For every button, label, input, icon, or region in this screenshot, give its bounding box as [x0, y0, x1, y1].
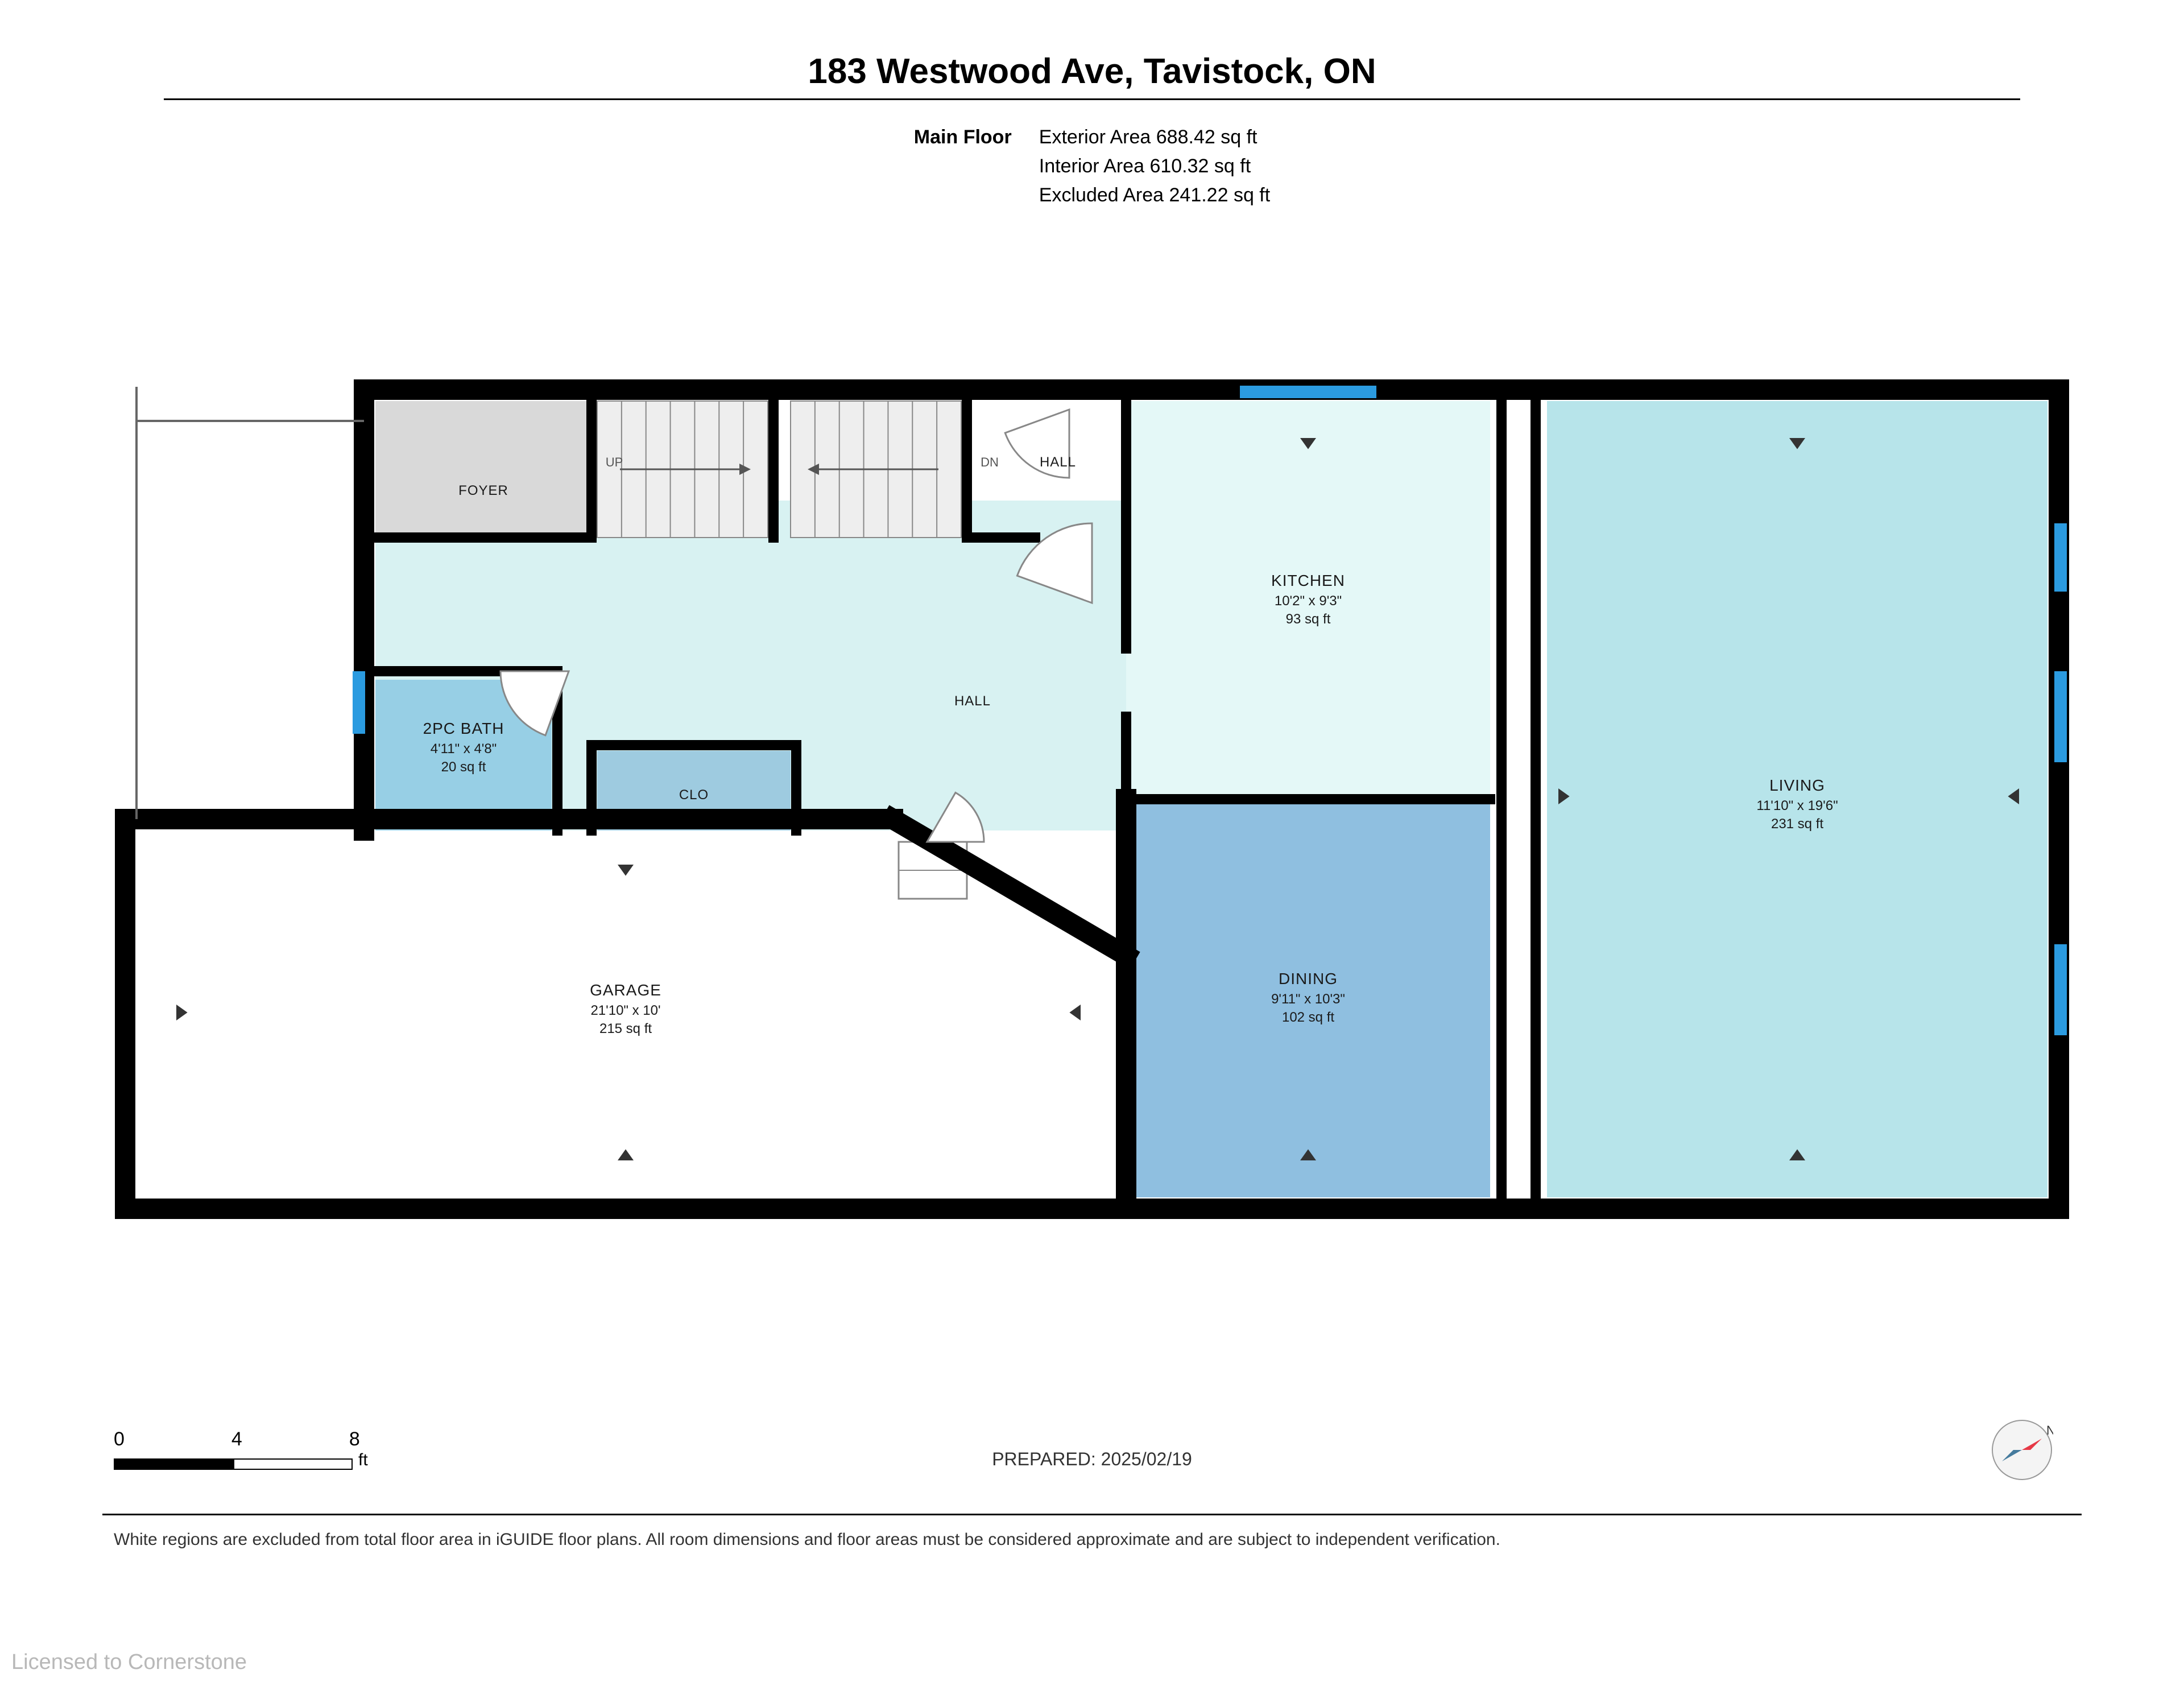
excluded-area: Excluded Area 241.22 sq ft — [1039, 181, 1270, 210]
compass-icon: N — [1991, 1419, 2053, 1481]
label-kitchen: KITCHEN — [1271, 572, 1345, 589]
window — [2054, 671, 2067, 762]
dim-bath: 4'11" x 4'8" — [431, 741, 497, 757]
page-title: 183 Westwood Ave, Tavistock, ON — [0, 51, 2184, 92]
dim-dining: 9'11" x 10'3" — [1271, 991, 1345, 1007]
area-garage: 215 sq ft — [599, 1021, 652, 1036]
license-text: Licensed to Cornerstone — [11, 1650, 247, 1675]
interior-area: Interior Area 610.32 sq ft — [1039, 152, 1251, 181]
scale-0: 0 — [114, 1428, 125, 1451]
dim-garage: 21'10" x 10' — [590, 1003, 660, 1018]
dim-kitchen: 10'2" x 9'3" — [1275, 593, 1342, 609]
prepared-date: PREPARED: 2025/02/19 — [992, 1449, 1192, 1470]
window — [353, 671, 365, 734]
floorplan-svg: FOYER HALL HALL CLO UP DN KITCHEN 10'2" x 9'3" 9… — [102, 353, 2082, 1263]
area-kitchen: 93 sq ft — [1286, 611, 1331, 627]
label-closet: CLO — [679, 787, 709, 803]
scale-unit: ft — [358, 1451, 368, 1470]
label-hall: HALL — [954, 693, 991, 709]
area-living: 231 sq ft — [1771, 816, 1823, 832]
label-garage: GARAGE — [590, 981, 661, 999]
label-foyer: FOYER — [458, 483, 508, 498]
window — [2054, 523, 2067, 592]
title-underline — [164, 98, 2020, 100]
area-dining: 102 sq ft — [1282, 1010, 1334, 1025]
label-stair_dn: DN — [981, 455, 999, 469]
scale-strip — [114, 1458, 353, 1470]
room-foyer — [375, 401, 592, 538]
floorplan: FOYER HALL HALL CLO UP DN KITCHEN 10'2" x 9'3" 9… — [102, 353, 2082, 1263]
disclaimer-text: White regions are excluded from total fl… — [114, 1530, 1500, 1549]
scale-bar: 0 4 8 ft — [114, 1428, 368, 1470]
scale-8: 8 — [349, 1428, 360, 1451]
label-stair_up: UP — [606, 455, 623, 469]
window — [2054, 944, 2067, 1035]
footer-divider — [102, 1514, 2082, 1515]
area-bath: 20 sq ft — [441, 759, 486, 775]
header: 183 Westwood Ave, Tavistock, ON Main Flo… — [0, 0, 2184, 213]
stats-block: Main Floor Exterior Area 688.42 sq ft In… — [914, 123, 1270, 210]
scale-4: 4 — [231, 1428, 242, 1451]
label-hall_top: HALL — [1040, 454, 1076, 470]
exterior-area: Exterior Area 688.42 sq ft — [1039, 123, 1258, 152]
dim-living: 11'10" x 19'6" — [1756, 798, 1838, 813]
label-dining: DINING — [1279, 970, 1338, 987]
svg-text:N: N — [2046, 1423, 2053, 1437]
window — [1240, 386, 1376, 398]
floor-label: Main Floor — [914, 123, 1039, 152]
label-living: LIVING — [1769, 776, 1825, 794]
label-bath: 2PC BATH — [423, 720, 504, 737]
